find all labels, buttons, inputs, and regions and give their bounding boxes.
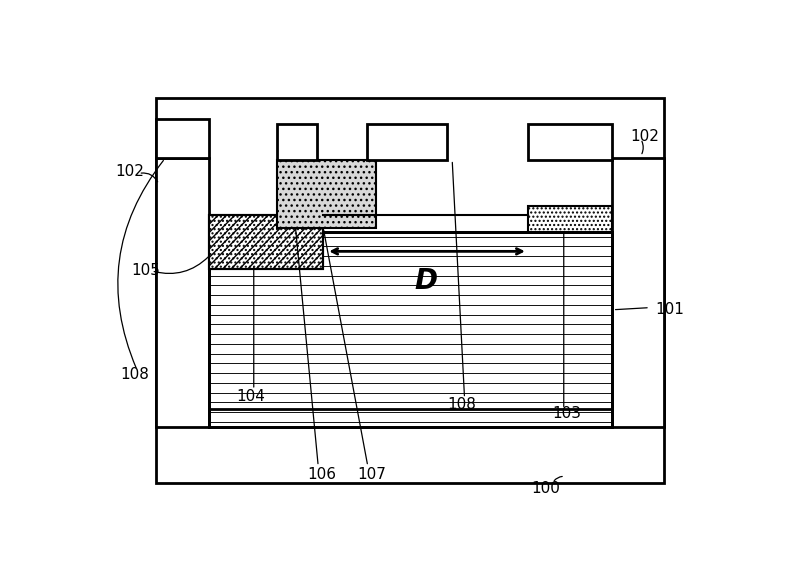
Text: 100: 100 bbox=[531, 481, 560, 496]
Text: 104: 104 bbox=[237, 389, 266, 404]
Bar bbox=[277, 124, 317, 161]
Text: D: D bbox=[414, 266, 437, 294]
Text: 106: 106 bbox=[308, 466, 337, 482]
Bar bbox=[528, 206, 611, 232]
Bar bbox=[611, 158, 664, 427]
Bar bbox=[528, 124, 611, 161]
Text: 102: 102 bbox=[115, 164, 144, 179]
Bar bbox=[209, 215, 323, 269]
Text: 102: 102 bbox=[630, 129, 659, 144]
Bar bbox=[156, 98, 664, 483]
Bar bbox=[209, 215, 323, 269]
Text: 101: 101 bbox=[655, 302, 684, 318]
Text: 103: 103 bbox=[553, 406, 582, 421]
Bar bbox=[209, 232, 611, 427]
Bar bbox=[156, 119, 209, 158]
Bar bbox=[156, 158, 209, 427]
Text: 107: 107 bbox=[358, 466, 386, 482]
Text: 105: 105 bbox=[131, 264, 160, 278]
Bar bbox=[277, 161, 376, 228]
Text: 108: 108 bbox=[447, 397, 476, 413]
Text: 108: 108 bbox=[120, 367, 149, 382]
Bar bbox=[209, 232, 611, 427]
Bar bbox=[366, 124, 447, 161]
